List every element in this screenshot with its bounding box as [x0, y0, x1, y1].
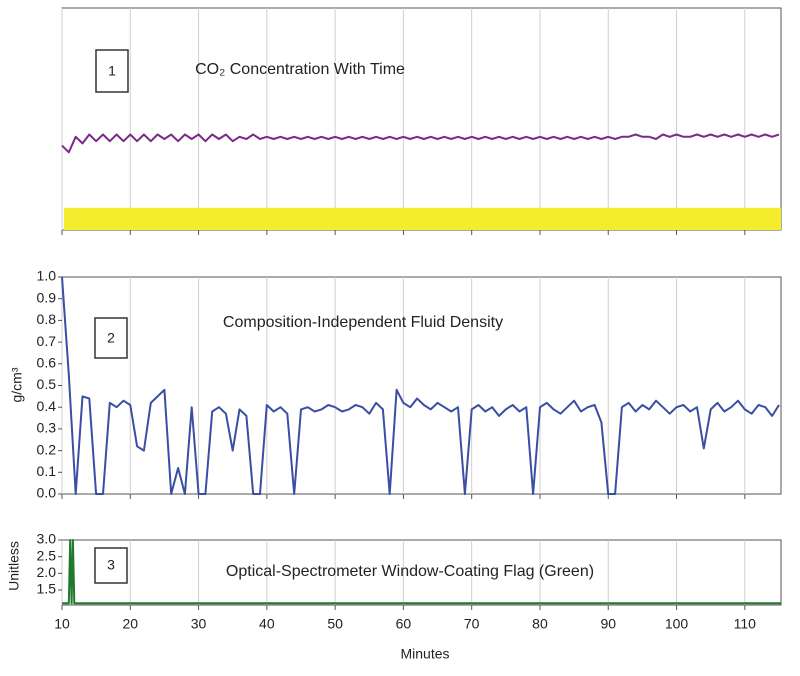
y-tick-label: 1.5: [37, 581, 57, 597]
flag-band: [64, 207, 781, 230]
plot-area: [61, 539, 782, 606]
y-tick-label: 0.4: [37, 398, 57, 414]
y-tick-label: 2.5: [37, 547, 57, 563]
x-axis-label: Minutes: [400, 646, 449, 662]
chart-title: Composition-Independent Fluid Density: [223, 314, 503, 331]
chart-title: CO₂ Concentration With Time: [195, 61, 405, 78]
y-tick-label: 0.2: [37, 441, 57, 457]
panel-label: 1: [108, 63, 116, 79]
y-tick-label: 0.6: [37, 355, 57, 371]
plot-area: [61, 7, 782, 231]
x-tick-label: 90: [600, 616, 616, 632]
x-tick-label: 20: [122, 616, 138, 632]
x-tick-label: 100: [665, 616, 689, 632]
x-tick-label: 110: [734, 616, 757, 632]
x-tick-label: 80: [532, 616, 548, 632]
x-tick-label: 10: [54, 616, 70, 632]
y-tick-label: 3.0: [37, 531, 57, 547]
y-tick-label: 1.0: [37, 268, 57, 284]
panel-label-box: [94, 317, 128, 359]
y-axis-label: g/cm³: [9, 367, 25, 402]
panel-label-box: [95, 49, 129, 93]
y-tick-label: 2.0: [37, 564, 57, 580]
x-tick-label: 50: [327, 616, 343, 632]
data-line: [61, 276, 780, 495]
data-line: [62, 539, 781, 605]
panel-label: 2: [107, 330, 115, 346]
y-axis-label: Unitless: [6, 541, 22, 591]
x-tick-label: 30: [191, 616, 207, 632]
x-tick-label: 60: [396, 616, 412, 632]
chart-title: Optical-Spectrometer Window-Coating Flag…: [226, 563, 594, 580]
y-tick-label: 0.3: [37, 420, 57, 436]
y-tick-label: 0.1: [37, 463, 57, 479]
plot-area: [61, 276, 782, 495]
panel-label: 3: [107, 557, 115, 573]
y-tick-label: 0.9: [37, 289, 57, 305]
y-tick-label: 0.0: [37, 485, 57, 501]
x-tick-label: 40: [259, 616, 275, 632]
y-tick-label: 0.7: [37, 333, 57, 349]
panel-label-box: [94, 547, 128, 584]
y-tick-label: 0.8: [37, 311, 57, 327]
data-line: [61, 133, 780, 154]
x-tick-label: 70: [464, 616, 480, 632]
y-tick-label: 0.5: [37, 376, 57, 392]
